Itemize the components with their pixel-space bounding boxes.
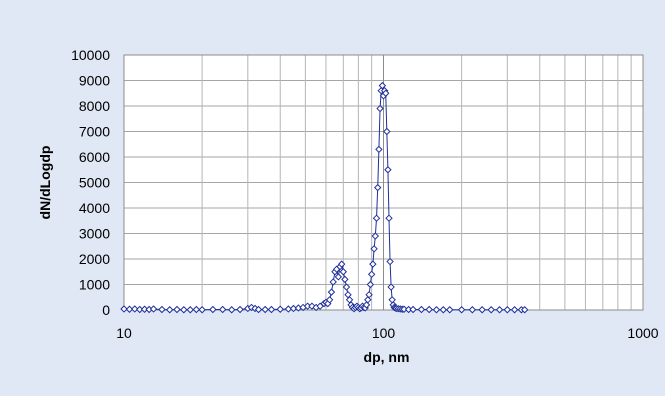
data-point (180, 306, 188, 314)
x-tick-label: 100 (372, 325, 396, 341)
data-point (503, 306, 512, 314)
y-tick-label: 4000 (79, 200, 110, 216)
data-point (378, 81, 387, 90)
data-point (125, 305, 134, 313)
data-point (341, 275, 349, 284)
data-point (261, 305, 269, 314)
data-point (192, 305, 201, 314)
data-point (376, 104, 384, 113)
y-tick-label: 6000 (79, 149, 110, 165)
data-point (478, 306, 486, 314)
data-point (337, 260, 346, 268)
data-point (495, 306, 504, 314)
data-point (209, 305, 217, 314)
data-point (366, 280, 375, 289)
plot-area (123, 54, 644, 311)
data-point (364, 296, 372, 304)
data-point (325, 296, 334, 304)
data-point (267, 305, 276, 314)
data-point (367, 270, 376, 279)
data-point (329, 278, 337, 286)
y-axis-title: dN/dLogdp (37, 146, 53, 220)
y-tick-label: 10000 (71, 47, 110, 63)
y-tick-label: 3000 (79, 226, 110, 242)
data-point (254, 305, 263, 314)
data-point (218, 305, 227, 314)
data-point (149, 305, 158, 313)
data-point (520, 306, 529, 314)
x-tick-label: 10 (116, 325, 132, 341)
data-point (439, 306, 448, 314)
data-point (158, 305, 166, 314)
data-point (468, 306, 477, 314)
data-point (384, 166, 392, 174)
y-tick-label: 7000 (79, 124, 110, 140)
data-point (487, 306, 495, 314)
data-point (432, 306, 441, 314)
data-point (370, 245, 378, 253)
data-point (342, 283, 351, 291)
data-point (510, 306, 519, 314)
data-point (446, 306, 454, 314)
data-point (371, 232, 380, 240)
data-point (365, 290, 373, 299)
data-point (362, 301, 371, 309)
data-point (120, 305, 128, 313)
data-point (383, 127, 391, 136)
data-point (276, 305, 284, 313)
y-tick-label: 9000 (79, 73, 110, 89)
data-point (372, 214, 381, 222)
data-series (120, 81, 529, 314)
y-tick-label: 2000 (79, 251, 110, 267)
data-point (417, 305, 426, 314)
data-point (173, 305, 181, 314)
data-point (425, 305, 433, 314)
y-tick-label: 5000 (79, 175, 110, 191)
data-point (387, 283, 395, 291)
data-point (400, 305, 408, 313)
data-point (339, 268, 348, 276)
data-point (457, 306, 466, 314)
tick-labels: 0 1000 2000 3000 4000 5000 6000 7000 8000 9000 100… (71, 47, 659, 341)
data-point (131, 305, 139, 313)
data-point (236, 305, 244, 314)
x-axis-title: dp, nm (364, 349, 410, 365)
data-point (382, 89, 390, 97)
x-tick-label: 1000 (627, 325, 658, 341)
data-point (386, 257, 394, 266)
data-point (186, 306, 194, 314)
data-point (369, 260, 377, 268)
y-tick-label: 1000 (79, 277, 110, 293)
data-point (375, 145, 383, 154)
y-tick-label: 0 (102, 302, 110, 318)
data-point (409, 305, 417, 314)
y-tick-label: 8000 (79, 98, 110, 114)
data-point (198, 306, 206, 314)
data-point (327, 288, 336, 296)
data-point (374, 183, 382, 192)
data-point (334, 273, 343, 281)
data-point (227, 306, 236, 314)
data-point (385, 214, 393, 222)
data-point (165, 306, 174, 314)
data-point (140, 305, 149, 313)
